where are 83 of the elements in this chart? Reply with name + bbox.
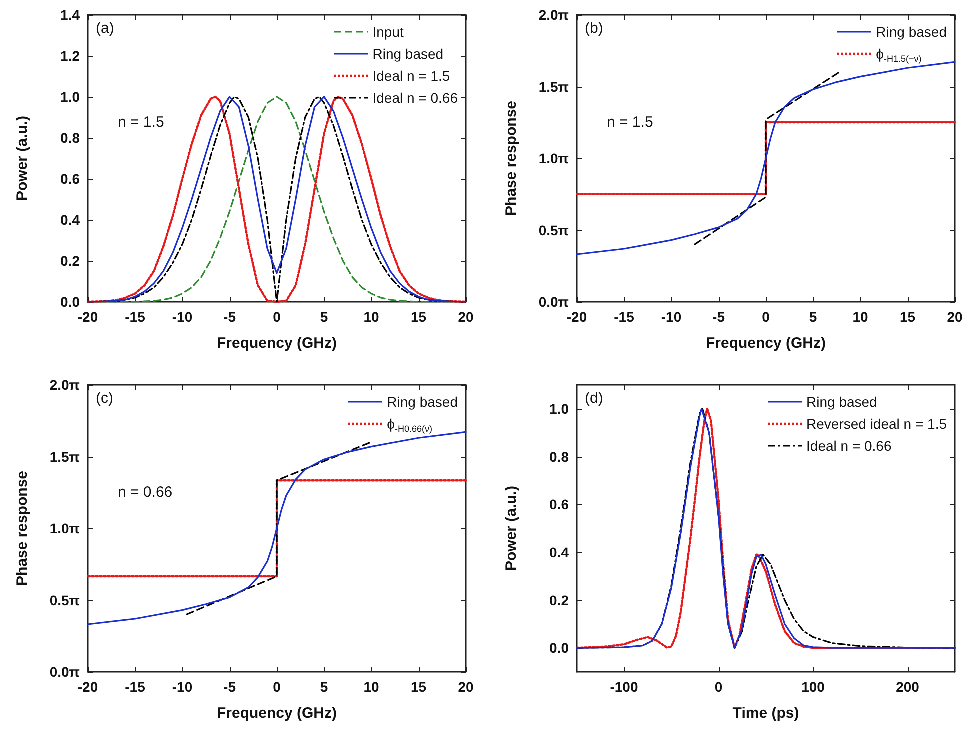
y-tick-label: 0.0π: [538, 294, 570, 310]
x-tick-label: -100: [610, 679, 638, 695]
x-axis-title: Time (ps): [732, 705, 800, 722]
x-tick-label: 0: [273, 309, 282, 325]
y-tick-label: 2.0π: [538, 7, 570, 23]
x-tick-label: 15: [410, 679, 427, 695]
x-tick-label: 10: [364, 679, 380, 695]
x-tick-label: 100: [802, 679, 826, 695]
x-tick-label: -10: [172, 309, 193, 325]
y-axis-title: Phase response: [14, 470, 31, 586]
x-tick-label: -5: [224, 309, 236, 325]
annotation: (c): [96, 390, 114, 407]
legend-label: Ring based: [806, 393, 878, 412]
x-tick-label: -10: [661, 309, 682, 325]
x-tick-label: 0: [273, 679, 282, 695]
line-series: [186, 441, 372, 616]
y-tick-label: 0.2: [550, 592, 570, 608]
legend-label: Ideal n = 1.5: [372, 67, 450, 86]
legend-label: ϕ$_{-H0.66(ν)}$: [387, 415, 433, 434]
x-tick-label: 15: [410, 309, 427, 325]
y-tick-label: 1.0: [550, 400, 570, 417]
x-tick-label: -15: [614, 309, 635, 325]
y-tick-label: 0.0π: [50, 664, 80, 680]
x-tick-label: 15: [900, 309, 916, 325]
y-tick-label: 0.0: [60, 294, 80, 310]
x-axis-title: Frequency (GHz): [706, 335, 826, 352]
y-tick-label: 0.0: [550, 640, 570, 656]
line-series: [694, 71, 841, 246]
y-tick-label: 1.4: [60, 7, 80, 23]
legend-label: Ideal n = 0.66: [806, 437, 892, 456]
annotation: (d): [585, 390, 604, 407]
y-axis-title: Power (a.u.): [14, 116, 31, 202]
x-tick-label: -15: [125, 679, 146, 695]
x-tick-label: 20: [458, 309, 474, 325]
legend-label: Input: [372, 23, 404, 42]
x-tick-label: -20: [78, 679, 98, 695]
x-tick-label: 0: [762, 309, 770, 325]
y-axis-title: Power (a.u.): [503, 486, 520, 572]
x-tick-label: 200: [896, 679, 920, 695]
annotation: n = 1.5: [607, 114, 654, 131]
legend-label: Ring based: [876, 23, 947, 42]
y-tick-label: 0.4: [60, 212, 80, 228]
x-tick-label: -5: [224, 679, 236, 695]
x-tick-label: -10: [172, 679, 193, 695]
y-tick-label: 0.5π: [538, 222, 570, 238]
y-tick-label: 1.2: [60, 48, 80, 64]
x-tick-label: -20: [78, 309, 98, 325]
x-tick-label: 5: [809, 309, 818, 325]
y-tick-label: 1.0π: [50, 520, 80, 536]
annotation: (b): [585, 20, 604, 37]
x-tick-label: 10: [852, 309, 868, 325]
x-axis-title: Frequency (GHz): [216, 705, 338, 722]
legend-label: Reversed ideal n = 1.5: [806, 415, 947, 434]
x-axis-title: Frequency (GHz): [216, 335, 338, 352]
x-tick-label: 20: [458, 679, 474, 695]
y-tick-label: 0.8: [60, 130, 80, 146]
x-tick-label: 5: [320, 309, 328, 325]
y-tick-label: 0.4: [550, 544, 570, 560]
legend-label: Ring based: [372, 45, 444, 64]
x-tick-label: 10: [364, 309, 380, 325]
y-tick-label: 2.0π: [50, 377, 80, 393]
y-tick-label: 0.6: [550, 496, 570, 513]
legend-label: ϕ$_{-H1.5(−ν)}$: [876, 45, 922, 64]
y-tick-label: 0.5π: [50, 592, 80, 608]
y-tick-label: 1.5π: [50, 448, 80, 465]
y-tick-label: 1.0π: [538, 150, 570, 166]
annotation: n = 0.66: [118, 484, 173, 501]
y-tick-label: 0.2: [60, 253, 80, 269]
y-tick-label: 0.8: [550, 448, 570, 465]
x-tick-label: 0: [714, 679, 723, 695]
x-tick-label: -15: [125, 309, 146, 325]
y-tick-label: 1.0: [60, 89, 80, 105]
y-tick-label: 0.6: [60, 171, 80, 187]
legend-label: Ideal n = 0.66: [372, 89, 458, 108]
y-tick-label: 1.5π: [538, 78, 570, 95]
x-tick-label: 20: [947, 309, 963, 325]
x-tick-label: -5: [712, 309, 726, 325]
legend-label: Ring based: [387, 393, 458, 412]
y-axis-title: Phase response: [503, 100, 520, 216]
annotation: n = 1.5: [118, 114, 164, 131]
annotation: (a): [96, 20, 114, 37]
x-tick-label: 5: [320, 679, 328, 695]
x-tick-label: -20: [566, 309, 588, 325]
